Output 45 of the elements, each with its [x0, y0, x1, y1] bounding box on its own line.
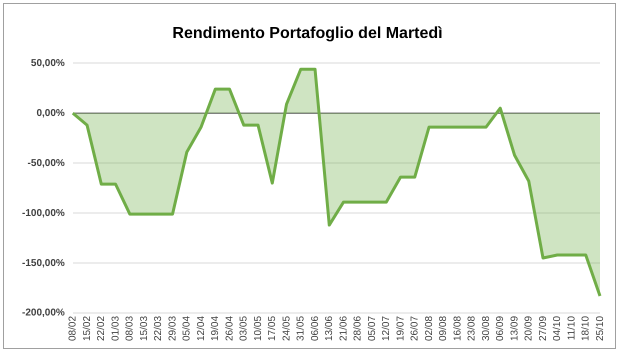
x-tick-label: 06/09 — [495, 316, 506, 342]
x-tick-label: 26/07 — [410, 316, 421, 342]
x-tick-label: 19/07 — [395, 316, 406, 342]
x-tick-label: 22/02 — [96, 316, 108, 342]
x-tick-label: 22/03 — [153, 316, 164, 342]
x-tick-label: 20/09 — [524, 316, 535, 342]
x-tick-label: 10/05 — [252, 316, 264, 342]
y-tick-label: 50,00% — [30, 58, 65, 69]
x-tick-label: 12/04 — [196, 316, 207, 342]
x-tick-label: 11/10 — [566, 316, 578, 340]
x-tick-label: 26/04 — [224, 316, 236, 342]
x-tick-label: 01/03 — [110, 316, 122, 342]
x-tick-label: 24/05 — [281, 316, 292, 342]
x-tick-label: 16/08 — [452, 316, 464, 342]
y-tick-label: 0,00% — [36, 108, 65, 119]
x-tick-label: 05/04 — [182, 316, 193, 342]
x-tick-label: 18/10 — [580, 316, 592, 342]
x-tick-label: 28/06 — [352, 316, 364, 342]
x-tick-label: 06/06 — [310, 316, 321, 342]
x-tick-label: 30/08 — [480, 316, 492, 342]
y-tick-label: -50,00% — [28, 158, 65, 169]
x-tick-label: 09/08 — [438, 316, 450, 342]
x-tick-label: 02/08 — [424, 316, 435, 342]
x-tick-label: 08/03 — [124, 316, 136, 342]
x-tick-label: 12/07 — [381, 316, 392, 342]
x-tick-label: 23/08 — [466, 316, 478, 342]
x-tick-label: 03/05 — [238, 316, 250, 342]
x-tick-label: 31/05 — [296, 316, 307, 342]
x-tick-label: 29/03 — [167, 316, 178, 342]
x-tick-label: 27/09 — [538, 316, 549, 342]
x-tick-label: 17/05 — [267, 316, 278, 342]
x-tick-label: 04/10 — [552, 316, 564, 342]
x-tick-label: 05/07 — [366, 316, 378, 342]
y-tick-label: -150,00% — [22, 258, 65, 269]
chart-title: Rendimento Portafoglio del Martedì — [172, 25, 443, 42]
x-tick-label: 21/06 — [338, 316, 350, 342]
y-tick-label: -100,00% — [22, 208, 65, 219]
y-tick-label: -200,00% — [22, 308, 65, 319]
x-tick-label: 19/04 — [210, 316, 222, 342]
x-tick-label: 15/03 — [138, 316, 150, 342]
x-tick-label: 08/02 — [68, 316, 79, 342]
x-tick-label: 25/10 — [594, 316, 606, 342]
x-tick-label: 13/06 — [324, 316, 336, 342]
x-tick-label: 15/02 — [82, 316, 93, 342]
x-tick-label: 13/09 — [509, 316, 520, 342]
